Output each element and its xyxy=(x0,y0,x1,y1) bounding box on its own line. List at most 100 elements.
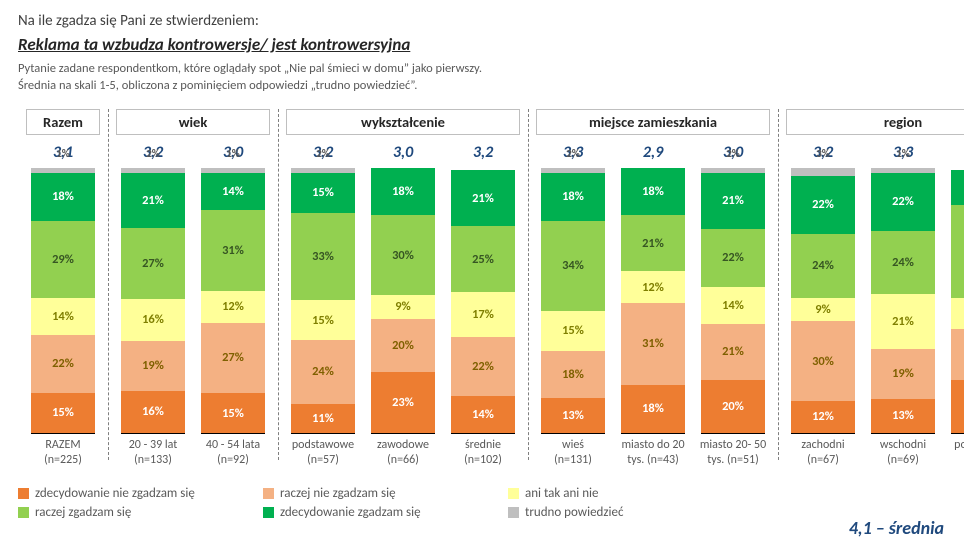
bar-segment-s2: 30% xyxy=(791,321,855,401)
chart-column: 3,221%25%17%22%14%średnie(n=102) xyxy=(446,143,520,480)
legend-label: zdecydowanie zgadzam się xyxy=(280,505,421,520)
stacked-bar: 2%15%33%15%24%11% xyxy=(291,168,355,434)
bar-segment-s2: 19% xyxy=(871,349,935,399)
bar-segment-s1: 13% xyxy=(871,399,935,433)
bar-segment-s2: 19% xyxy=(951,329,964,379)
overall-average: 4,1 – średnia xyxy=(849,517,944,539)
stacked-bar: 18%30%9%20%23% xyxy=(371,168,435,434)
legend-item-s5: zdecydowanie zgadzam się xyxy=(263,505,508,520)
chart-column: 3,013%35%12%19%20%południowy(n=89) xyxy=(946,143,964,480)
chart-groups: Razem 3,11%18%29%14%22%15%RAZEM(n=225) wie… xyxy=(18,109,946,480)
question-statement: Reklama ta wzbudza kontrowersje/ jest ko… xyxy=(18,34,946,55)
bar-segment-s1: 18% xyxy=(621,385,685,433)
chart-column: 3,32%18%34%15%18%13%wieś(n=131) xyxy=(536,143,610,480)
bar-segment-s5: 22% xyxy=(791,176,855,234)
bar-segment-s2: 31% xyxy=(621,303,685,385)
column-label: 20 - 39 lat(n=133) xyxy=(129,438,178,480)
bar-segment-s2: 19% xyxy=(121,341,185,391)
chart-column: 3,23%22%24%9%30%12%zachodni(n=67) xyxy=(786,143,860,480)
group-region: region3,23%22%24%9%30%12%zachodni(n=67)3… xyxy=(778,109,964,480)
bar-segment-s5: 14% xyxy=(201,173,265,210)
bar-segment-s4: 24% xyxy=(871,231,935,294)
bar-segment-s4: 35% xyxy=(951,205,964,298)
legend-swatch xyxy=(263,507,274,518)
bar-segment-s6: 1% xyxy=(201,168,265,173)
stacked-bar: 18%21%12%31%18% xyxy=(621,168,685,434)
group-header: wiek xyxy=(116,109,270,135)
group-header: region xyxy=(786,109,964,135)
stacked-bar: 1%22%24%21%19%13% xyxy=(871,168,935,434)
bar-segment-s1: 20% xyxy=(701,380,765,433)
bar-segment-s4: 33% xyxy=(291,213,355,300)
column-average: 2,9 xyxy=(643,143,663,162)
bar-segment-s3: 14% xyxy=(701,287,765,324)
bar-segment-s5: 18% xyxy=(31,173,95,221)
bar-segment-s5: 15% xyxy=(291,173,355,213)
bar-segment-s3: 12% xyxy=(621,271,685,303)
column-label: zachodni(n=67) xyxy=(801,438,844,480)
stacked-bar: 2%18%34%15%18%13% xyxy=(541,168,605,434)
bar-segment-s2: 21% xyxy=(701,324,765,380)
bar-segment-s3: 14% xyxy=(31,298,95,335)
bar-segment-s4: 34% xyxy=(541,221,605,311)
bar-segment-s2: 22% xyxy=(31,335,95,393)
column-average: 3,2 xyxy=(473,143,493,162)
legend-item-s4: raczej zgadzam się xyxy=(18,505,263,520)
legend-label: trudno powiedzieć xyxy=(525,505,623,520)
bar-segment-s2: 27% xyxy=(201,323,265,394)
legend-swatch xyxy=(508,488,519,499)
group-columns: 3,22%15%33%15%24%11%podstawowe(n=57)3,01… xyxy=(278,143,528,480)
bar-segment-s1: 11% xyxy=(291,404,355,433)
column-label: zawodowe(n=66) xyxy=(377,438,429,480)
stacked-bar: 2%21%27%16%19%16% xyxy=(121,168,185,434)
bar-segment-s5: 22% xyxy=(871,173,935,231)
bar-segment-s6: 2% xyxy=(121,168,185,173)
chart-column: 3,11%18%29%14%22%15%RAZEM(n=225) xyxy=(26,143,100,480)
legend-item-s6: trudno powiedzieć xyxy=(508,505,753,520)
group-columns: 3,32%18%34%15%18%13%wieś(n=131)2,918%21%… xyxy=(528,143,778,480)
legend-swatch xyxy=(263,488,274,499)
chart-column: 3,22%21%27%16%19%16%20 - 39 lat(n=133) xyxy=(116,143,190,480)
group-columns: 3,22%21%27%16%19%16%20 - 39 lat(n=133)3,… xyxy=(108,143,278,480)
legend-label: raczej nie zgadzam się xyxy=(280,486,396,501)
bar-segment-s3: 15% xyxy=(291,300,355,340)
bar-segment-s6: 1% xyxy=(871,168,935,173)
chart-column: 2,9 18%21%12%31%18%miasto do 20 tys. (n=4… xyxy=(616,143,690,480)
subtitle: Pytanie zadane respondentkom, które oglą… xyxy=(18,61,946,95)
bar-segment-s4: 29% xyxy=(31,221,95,298)
bar-segment-s2: 18% xyxy=(541,351,605,399)
bar-segment-s6: 2% xyxy=(291,168,355,173)
bar-segment-s6: 2% xyxy=(701,168,765,173)
bar-segment-s2: 20% xyxy=(371,319,435,372)
group-columns: 3,23%22%24%9%30%12%zachodni(n=67)3,31%22… xyxy=(778,143,964,480)
bar-segment-s4: 24% xyxy=(791,234,855,298)
legend-label: ani tak ani nie xyxy=(525,486,599,501)
bar-segment-s1: 15% xyxy=(201,393,265,432)
bar-segment-s3: 21% xyxy=(871,294,935,349)
subtitle-line2: Średnia na skali 1-5, obliczona z pomini… xyxy=(18,78,417,93)
bar-segment-s4: 25% xyxy=(451,226,515,292)
bar-segment-s3: 9% xyxy=(371,295,435,319)
bar-segment-s4: 27% xyxy=(121,228,185,299)
bar-segment-s5: 21% xyxy=(451,170,515,226)
bar-segment-s1: 12% xyxy=(791,401,855,433)
chart-column: 3,0 18%30%9%20%23%zawodowe(n=66) xyxy=(366,143,440,480)
column-label: miasto 20- 50 tys. (n=51) xyxy=(696,438,770,480)
column-label: wschodni(n=69) xyxy=(880,438,926,480)
bar-segment-s5: 18% xyxy=(371,168,435,216)
legend-item-s2: raczej nie zgadzam się xyxy=(263,486,508,501)
bar-segment-s1: 14% xyxy=(451,396,515,433)
group-header: Razem xyxy=(26,109,100,135)
bar-segment-s4: 30% xyxy=(371,215,435,295)
column-label: południowy(n=89) xyxy=(954,438,964,480)
group-columns: 3,11%18%29%14%22%15%RAZEM(n=225) xyxy=(18,143,108,480)
bar-segment-s5: 21% xyxy=(701,173,765,229)
bar-segment-s1: 13% xyxy=(541,398,605,432)
legend-swatch xyxy=(508,507,519,518)
bar-segment-s4: 22% xyxy=(701,229,765,287)
column-label: RAZEM(n=225) xyxy=(44,438,82,480)
column-average: 3,0 xyxy=(393,143,413,162)
bar-segment-s5: 18% xyxy=(541,173,605,221)
column-label: miasto do 20 tys. (n=43) xyxy=(616,438,690,480)
legend-label: zdecydowanie nie zgadzam się xyxy=(35,486,195,501)
